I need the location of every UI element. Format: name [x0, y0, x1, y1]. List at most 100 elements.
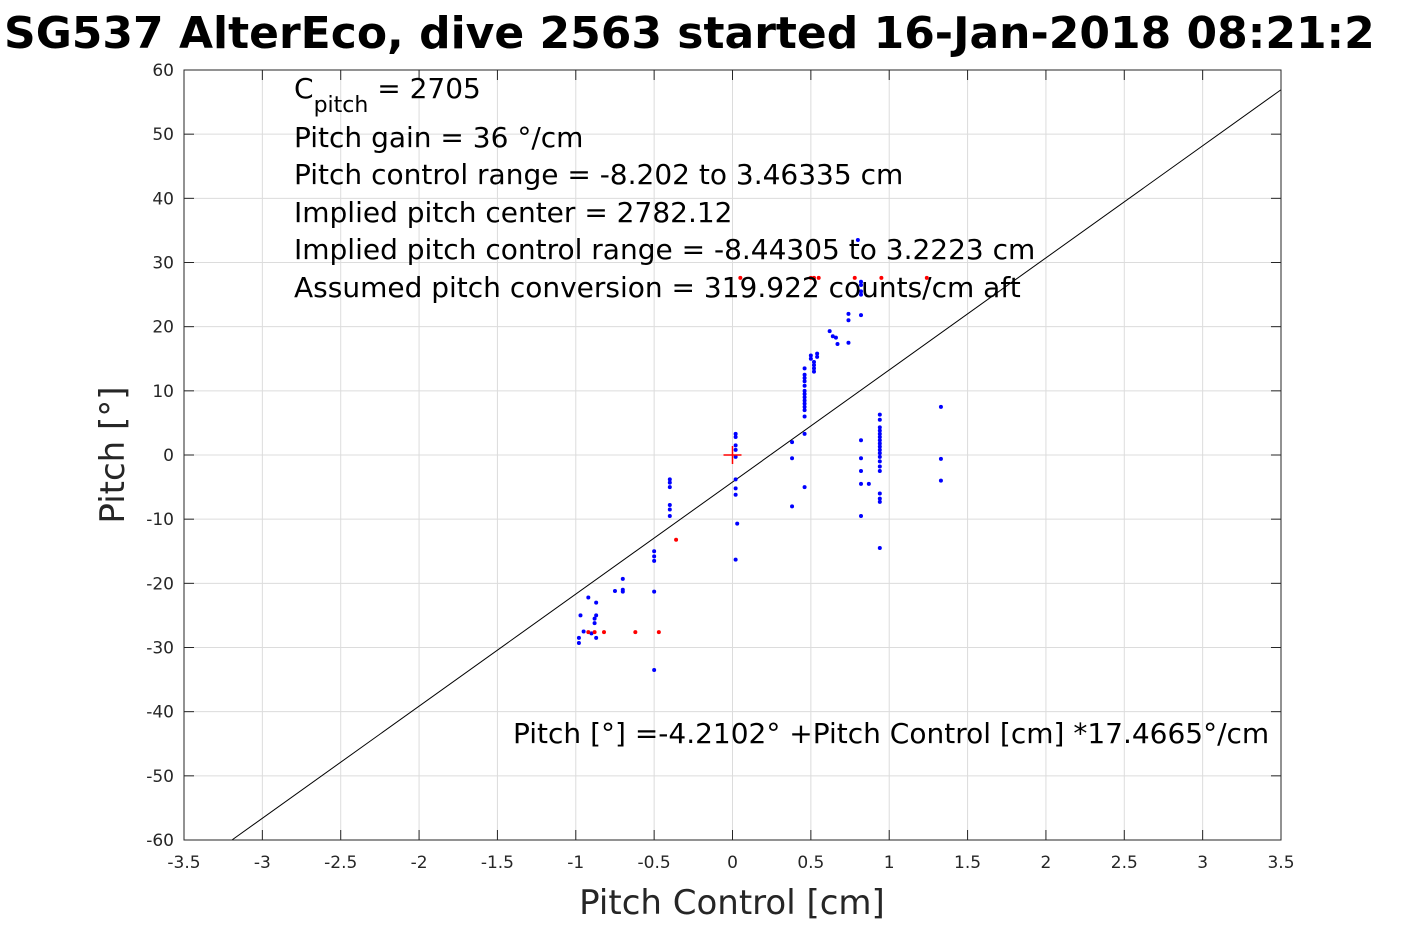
annotation-c-pitch: Cpitch = 2705 [294, 72, 481, 118]
data-point [877, 417, 882, 422]
data-point [592, 621, 597, 626]
data-point [802, 408, 807, 413]
data-point [815, 351, 820, 356]
c-pitch-symbol: C [294, 72, 314, 105]
data-point [733, 454, 738, 459]
data-point [877, 412, 882, 417]
data-point [808, 353, 813, 358]
data-point [733, 431, 738, 436]
data-point [802, 395, 807, 400]
data-point [592, 616, 597, 621]
data-point [738, 275, 743, 280]
data-point [581, 629, 586, 634]
data-point [802, 379, 807, 384]
annotation-pitch-gain: Pitch gain = 36 °/cm [294, 121, 583, 154]
data-point [877, 441, 882, 446]
data-point [576, 635, 581, 640]
data-point [859, 313, 864, 318]
annotation-implied-range: Implied pitch control range = -8.44305 t… [294, 233, 1035, 266]
data-point [846, 311, 851, 316]
data-point [855, 238, 860, 243]
data-point [667, 513, 672, 518]
x-tick-label: -3 [254, 853, 271, 873]
data-point [802, 404, 807, 409]
data-point [733, 443, 738, 448]
data-point [594, 600, 599, 605]
data-point [877, 459, 882, 464]
data-point [733, 477, 738, 482]
y-tick-label: 20 [152, 318, 174, 338]
y-tick-labels: 60 50 40 30 20 10 0 -10 -20 -30 -40 -50 -60 [146, 61, 174, 851]
y-tick-label: 40 [152, 189, 174, 209]
data-point [733, 435, 738, 440]
data-point [733, 557, 738, 562]
x-tick-label: 2 [1041, 853, 1052, 873]
data-point [667, 507, 672, 512]
data-point [859, 469, 864, 474]
axis-ticks [183, 69, 1282, 841]
data-point [877, 496, 882, 501]
data-point [830, 334, 835, 339]
c-pitch-subscript: pitch [314, 93, 369, 118]
y-tick-label: -20 [146, 574, 174, 594]
data-point [833, 335, 838, 340]
center-marker-group [723, 446, 742, 464]
data-point [802, 366, 807, 371]
y-tick-label: 10 [152, 382, 174, 402]
data-point [808, 275, 813, 280]
data-point [866, 481, 871, 486]
fit-line-group [231, 89, 1282, 841]
data-point [802, 388, 807, 393]
data-point [802, 414, 807, 419]
data-point [620, 589, 625, 594]
data-point [859, 438, 864, 443]
data-point [827, 329, 832, 334]
data-point [576, 641, 581, 646]
data-point [601, 630, 606, 635]
x-tick-label: -3.5 [167, 853, 200, 873]
data-point [877, 469, 882, 474]
data-point [879, 275, 884, 280]
data-point [790, 456, 795, 461]
data-point [877, 451, 882, 456]
data-point [811, 359, 816, 364]
x-tick-label: 0 [727, 853, 738, 873]
x-tick-label: 0.5 [797, 853, 824, 873]
data-point [674, 537, 679, 542]
x-axis-label: Pitch Control [cm] [579, 883, 885, 923]
data-point [877, 425, 882, 430]
x-tick-label: 3 [1197, 853, 1208, 873]
data-point [859, 513, 864, 518]
scatter-points [576, 238, 943, 672]
data-point [859, 279, 864, 284]
data-point [667, 503, 672, 508]
x-tick-label: -2.5 [324, 853, 357, 873]
data-point [846, 340, 851, 345]
chart-title: SG537 AlterEco, dive 2563 started 16-Jan… [4, 8, 1375, 59]
data-point [815, 354, 820, 359]
data-point [667, 480, 672, 485]
data-point [859, 481, 864, 486]
data-point [802, 401, 807, 406]
data-point [594, 635, 599, 640]
grid [183, 69, 1282, 841]
y-tick-label: -60 [146, 831, 174, 851]
data-point [811, 275, 816, 280]
data-point [808, 356, 813, 361]
data-point [802, 372, 807, 377]
data-point [612, 589, 617, 594]
data-point [620, 576, 625, 581]
data-point [877, 454, 882, 459]
x-tick-label: -1 [567, 853, 584, 873]
data-point [835, 341, 840, 346]
data-point [594, 613, 599, 618]
y-tick-label: 50 [152, 125, 174, 145]
x-tick-label: 2.5 [1111, 853, 1138, 873]
data-point [589, 631, 594, 636]
data-point [859, 456, 864, 461]
x-tick-label: -2 [411, 853, 428, 873]
data-point [877, 491, 882, 496]
data-point [924, 275, 929, 280]
data-point [877, 438, 882, 443]
